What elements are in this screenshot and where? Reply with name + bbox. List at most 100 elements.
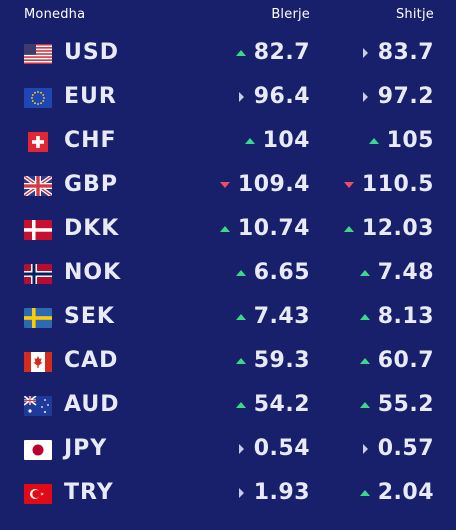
trend-up-icon — [235, 313, 246, 320]
sell-rate-cell: 8.13 — [359, 304, 434, 329]
table-row: GBP 109.4 110.5 — [0, 164, 456, 208]
eu-flag-icon — [24, 88, 52, 108]
buy-rate-value: 0.54 — [253, 436, 310, 461]
trend-up-icon — [359, 269, 370, 276]
table-row: AUD 54.2 55.2 — [0, 384, 456, 428]
sell-rate-value: 8.13 — [377, 304, 434, 329]
currency-code: EUR — [64, 84, 117, 109]
sell-rate-cell: 83.7 — [362, 40, 434, 65]
trend-flat-icon — [238, 487, 244, 498]
sell-rate-cell: 0.57 — [362, 436, 434, 461]
currency-code: NOK — [64, 260, 122, 285]
table-row: USD 82.7 83.7 — [0, 32, 456, 76]
sell-rate-value: 12.03 — [361, 216, 434, 241]
sell-rate-value: 83.7 — [377, 40, 434, 65]
sell-rate-cell: 105 — [368, 128, 434, 153]
sell-rate-value: 7.48 — [377, 260, 434, 285]
sell-rate-cell: 7.48 — [359, 260, 434, 285]
buy-rate-value: 10.74 — [237, 216, 310, 241]
trend-up-icon — [343, 225, 354, 232]
no-flag-icon — [24, 264, 52, 284]
sell-rate-value: 2.04 — [377, 480, 434, 505]
table-row: EUR 96.4 97.2 — [0, 76, 456, 120]
buy-rate-cell: 7.43 — [235, 304, 310, 329]
table-row: NOK 6.65 7.48 — [0, 252, 456, 296]
buy-rate-value: 54.2 — [253, 392, 310, 417]
buy-rate-cell: 0.54 — [238, 436, 310, 461]
buy-rate-value: 82.7 — [253, 40, 310, 65]
buy-rate-value: 104 — [262, 128, 310, 153]
column-header-buy: Blerje — [271, 7, 310, 22]
trend-up-icon — [359, 489, 370, 496]
buy-rate-cell: 96.4 — [238, 84, 310, 109]
sell-rate-cell: 110.5 — [343, 172, 434, 197]
table-row: TRY 1.93 2.04 — [0, 472, 456, 516]
buy-rate-value: 59.3 — [253, 348, 310, 373]
sell-rate-cell: 12.03 — [343, 216, 434, 241]
column-header-sell: Shitje — [395, 7, 434, 22]
au-flag-icon — [24, 396, 52, 416]
table-row: CAD 59.3 60.7 — [0, 340, 456, 384]
sell-rate-value: 60.7 — [377, 348, 434, 373]
trend-up-icon — [235, 401, 246, 408]
trend-flat-icon — [238, 91, 244, 102]
buy-rate-value: 96.4 — [253, 84, 310, 109]
trend-up-icon — [359, 313, 370, 320]
buy-rate-cell: 1.93 — [238, 480, 310, 505]
buy-rate-value: 6.65 — [253, 260, 310, 285]
dk-flag-icon — [24, 220, 52, 240]
buy-rate-cell: 109.4 — [219, 172, 310, 197]
buy-rate-cell: 104 — [244, 128, 310, 153]
currency-code: CHF — [64, 128, 117, 153]
currency-code: USD — [64, 40, 119, 65]
us-flag-icon — [24, 44, 52, 64]
trend-up-icon — [368, 137, 379, 144]
trend-flat-icon — [362, 91, 368, 102]
currency-code: SEK — [64, 304, 115, 329]
sell-rate-value: 0.57 — [377, 436, 434, 461]
buy-rate-value: 7.43 — [253, 304, 310, 329]
currency-code: CAD — [64, 348, 119, 373]
ch-flag-icon — [24, 132, 52, 152]
table-row: DKK 10.74 12.03 — [0, 208, 456, 252]
table-row: CHF 104 105 — [0, 120, 456, 164]
trend-up-icon — [235, 357, 246, 364]
trend-up-icon — [244, 137, 255, 144]
sell-rate-value: 97.2 — [377, 84, 434, 109]
trend-up-icon — [359, 357, 370, 364]
table-row: SEK 7.43 8.13 — [0, 296, 456, 340]
buy-rate-cell: 59.3 — [235, 348, 310, 373]
se-flag-icon — [24, 308, 52, 328]
column-header-currency: Monedha — [24, 7, 86, 22]
table-header: Monedha Blerje Shitje — [0, 0, 456, 30]
trend-up-icon — [235, 269, 246, 276]
sell-rate-value: 110.5 — [361, 172, 434, 197]
sell-rate-value: 55.2 — [377, 392, 434, 417]
table-row: JPY 0.54 0.57 — [0, 428, 456, 472]
buy-rate-cell: 6.65 — [235, 260, 310, 285]
sell-rate-cell: 97.2 — [362, 84, 434, 109]
buy-rate-value: 109.4 — [237, 172, 310, 197]
trend-flat-icon — [362, 47, 368, 58]
currency-code: GBP — [64, 172, 118, 197]
trend-up-icon — [359, 401, 370, 408]
buy-rate-cell: 82.7 — [235, 40, 310, 65]
sell-rate-cell: 55.2 — [359, 392, 434, 417]
buy-rate-cell: 10.74 — [219, 216, 310, 241]
trend-flat-icon — [362, 443, 368, 454]
gb-flag-icon — [24, 176, 52, 196]
tr-flag-icon — [24, 484, 52, 504]
trend-down-icon — [343, 181, 354, 188]
trend-up-icon — [219, 225, 230, 232]
buy-rate-value: 1.93 — [253, 480, 310, 505]
buy-rate-cell: 54.2 — [235, 392, 310, 417]
ca-flag-icon — [24, 352, 52, 372]
currency-code: AUD — [64, 392, 120, 417]
currency-code: JPY — [64, 436, 108, 461]
sell-rate-cell: 2.04 — [359, 480, 434, 505]
trend-up-icon — [235, 49, 246, 56]
trend-flat-icon — [238, 443, 244, 454]
sell-rate-value: 105 — [386, 128, 434, 153]
trend-down-icon — [219, 181, 230, 188]
